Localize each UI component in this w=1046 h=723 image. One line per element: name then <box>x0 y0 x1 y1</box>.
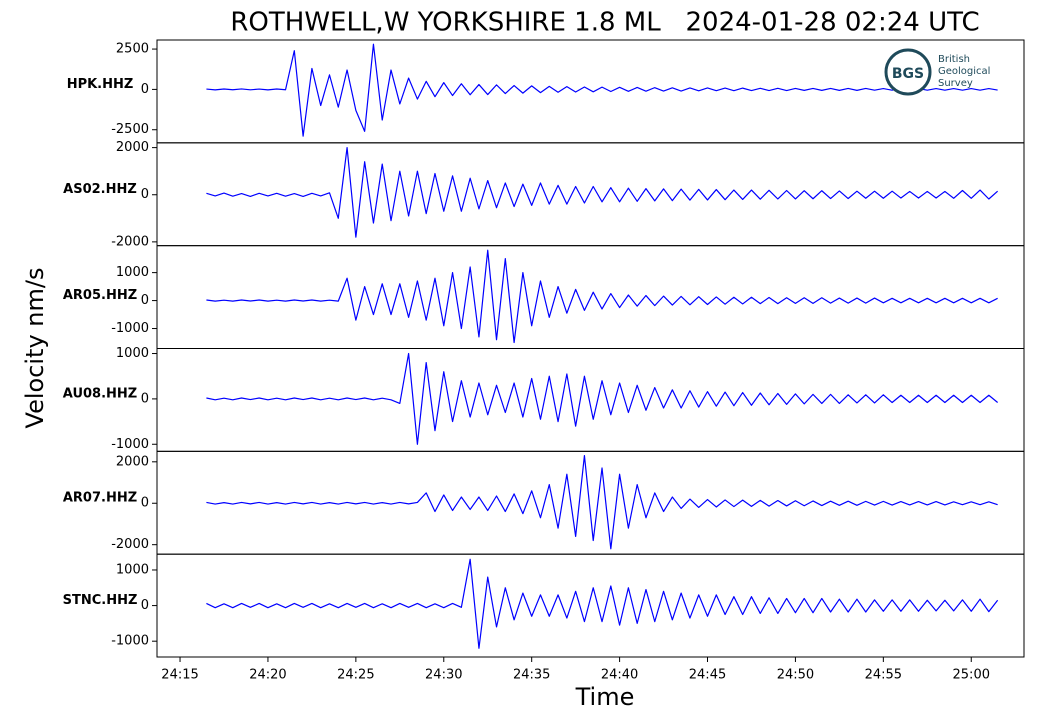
y-tick-label: 0 <box>141 293 149 308</box>
waveform <box>206 147 999 238</box>
y-tick-label: -1000 <box>111 437 149 452</box>
y-tick-label: 0 <box>141 82 149 97</box>
y-tick-label: 2000 <box>116 454 149 469</box>
logo-text: Geological <box>938 66 990 77</box>
x-tick-label: 24:40 <box>601 668 638 683</box>
x-tick-label: 24:35 <box>513 668 550 683</box>
y-axis-title: Velocity nm/s <box>21 268 49 429</box>
panel-frame <box>156 450 1025 555</box>
y-tick-label: 0 <box>141 187 149 202</box>
y-tick-label: 1000 <box>116 346 149 361</box>
y-tick-label: 2000 <box>116 140 149 155</box>
y-tick-label: 0 <box>141 391 149 406</box>
waveform <box>206 249 998 344</box>
logo-ring <box>884 48 932 96</box>
waveform <box>206 558 999 649</box>
x-tick-label: 24:25 <box>337 668 374 683</box>
station-label: AS02.HHZ <box>63 182 137 197</box>
station-label: HPK.HHZ <box>67 77 134 92</box>
y-tick-label: -2000 <box>111 537 149 552</box>
x-tick-label: 25:00 <box>953 668 990 683</box>
station-label: AR07.HHZ <box>63 491 137 506</box>
chart-title: ROTHWELL,W YORKSHIRE 1.8 ML 2024-01-28 0… <box>230 8 979 38</box>
logo: BGS British Geological Survey <box>884 48 990 96</box>
y-tick-label: 0 <box>141 598 149 613</box>
y-tick-label: 1000 <box>116 265 149 280</box>
logo-text: British <box>938 54 970 65</box>
waveform <box>206 455 998 550</box>
y-tick-label: -1000 <box>111 321 149 336</box>
x-tick-label: 24:45 <box>689 668 726 683</box>
y-tick-label: 0 <box>141 496 149 511</box>
panel-frame <box>156 553 1025 658</box>
y-tick-label: 2500 <box>116 42 149 57</box>
station-label: STNC.HHZ <box>63 593 138 608</box>
logo-text: Survey <box>938 78 973 89</box>
y-tick-label: 1000 <box>116 562 149 577</box>
waveform <box>206 352 999 445</box>
x-tick-label: 24:55 <box>865 668 902 683</box>
y-tick-label: -1000 <box>111 634 149 649</box>
logo-abbr: BGS <box>892 66 924 82</box>
x-tick-label: 24:20 <box>249 668 286 683</box>
waveform <box>206 43 998 137</box>
x-tick-label: 24:30 <box>425 668 462 683</box>
station-label: AU08.HHZ <box>63 386 137 401</box>
x-tick-label: 24:15 <box>161 668 198 683</box>
panel-frame <box>156 142 1025 247</box>
station-label: AR05.HHZ <box>63 288 137 303</box>
y-tick-label: -2000 <box>111 234 149 249</box>
x-axis-title: Time <box>575 683 635 711</box>
x-tick-label: 24:50 <box>777 668 814 683</box>
y-tick-label: -2500 <box>111 122 149 137</box>
